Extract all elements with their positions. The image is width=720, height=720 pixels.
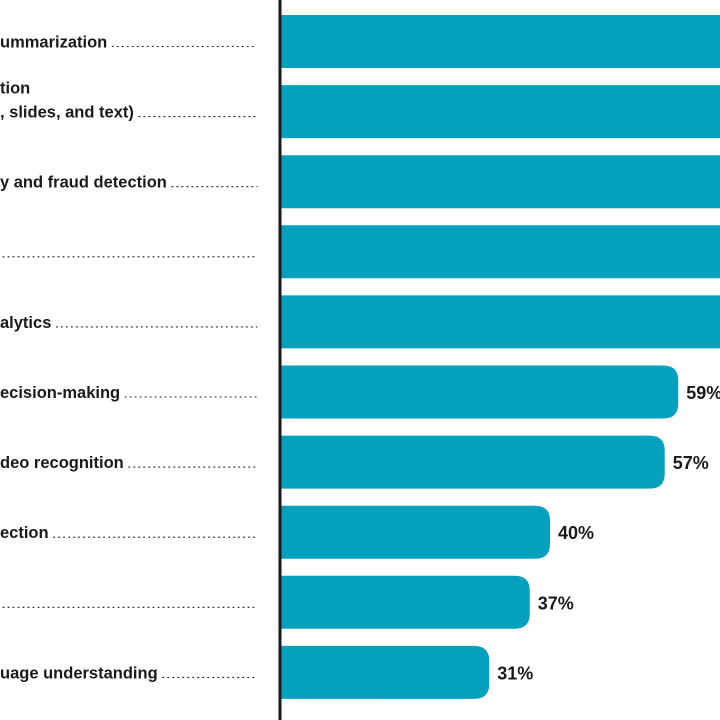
category-label-1-line-0: tion [0, 80, 30, 98]
bar-5 [280, 365, 679, 419]
category-label-4-line-0: alytics [0, 314, 51, 332]
category-label-9-line-0: uage understanding [0, 664, 158, 682]
bar-0 [280, 15, 720, 68]
category-labels-group: ummarization tion , slides, and text) y and… [0, 34, 258, 682]
bar-7 [280, 505, 550, 559]
value-label-9: 31% [497, 663, 533, 683]
category-label-6-line-0: deo recognition [0, 454, 124, 472]
bar-4 [280, 295, 720, 349]
bar-6 [280, 435, 665, 489]
bar-1 [280, 85, 720, 139]
category-label-1-line-1: , slides, and text) [0, 104, 134, 122]
bar-2 [280, 155, 720, 209]
bar-9 [280, 645, 490, 699]
value-label-5: 59% [686, 383, 720, 403]
category-label-2-line-0: y and fraud detection [0, 174, 167, 192]
value-label-6: 57% [673, 453, 709, 473]
bar-3 [280, 225, 720, 279]
bars-group [280, 15, 720, 699]
category-label-5-line-0: ecision-making [0, 384, 120, 402]
category-label-0-line-0: ummarization [0, 34, 107, 52]
category-label-7-line-0: ection [0, 524, 49, 542]
value-label-8: 37% [538, 593, 574, 613]
value-labels-group: 59% 57% 40% 37% 31% [497, 383, 720, 683]
value-label-7: 40% [558, 523, 594, 543]
bar-8 [280, 575, 530, 629]
